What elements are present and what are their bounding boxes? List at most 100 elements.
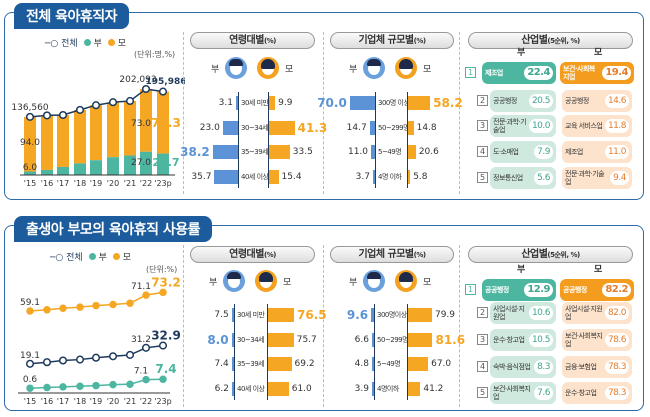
x-tick-label: '17 <box>57 179 69 188</box>
mother-dot-icon <box>107 39 115 46</box>
mother-label: 모 <box>423 65 432 75</box>
mother-bar <box>269 121 295 135</box>
category-label: 5~49명 <box>378 148 402 156</box>
mother-value: 5.8 <box>413 172 428 182</box>
industry-value: 11.8 <box>604 119 629 133</box>
legend-mother-label: 모 <box>122 253 132 263</box>
divider <box>183 32 184 194</box>
father-axis <box>375 92 376 188</box>
legend-mother-label: 모 <box>117 39 127 49</box>
father-bar <box>124 155 136 175</box>
father-dot-icon <box>83 39 91 46</box>
father-industry-card: 보건·사회복지업 7.6 <box>490 382 556 404</box>
industry-header-label: 산업별 <box>521 249 548 260</box>
x-tick-label: '22 <box>140 179 152 188</box>
legend-father: 부 <box>83 36 102 49</box>
series-point <box>43 383 51 392</box>
data-label: 31.2 <box>131 335 151 345</box>
rank-badge: 4 <box>477 146 488 157</box>
rank-badge: 2 <box>477 307 488 318</box>
industry-value: 78.6 <box>604 333 629 347</box>
industry-value: 8.3 <box>534 360 553 374</box>
divider <box>459 245 460 407</box>
industry-value: 20.5 <box>528 94 553 108</box>
father-industry-card: 제조업 22.4 <box>482 62 556 84</box>
industry-name: 공공행정 <box>485 286 509 294</box>
data-label: 73.0 <box>131 119 151 129</box>
industry-name: 전문·과학·기술업 <box>565 170 605 186</box>
father-bar <box>371 145 375 159</box>
data-label: 94.0 <box>20 138 40 148</box>
mother-value: 79.9 <box>434 310 456 320</box>
industry-header: 산업별(5순위, %) <box>468 32 633 49</box>
father-label: 부 <box>349 278 358 288</box>
mother-bar <box>268 308 294 322</box>
legend-total-label: 전체 <box>61 39 78 49</box>
mother-industry-card: 보건·사회복지업 78.6 <box>562 329 632 351</box>
mother-bar <box>74 109 86 164</box>
data-label: 71.1 <box>131 282 151 292</box>
mother-bar <box>408 96 431 110</box>
series-point <box>42 358 52 367</box>
mother-bar <box>268 382 289 396</box>
father-bar <box>372 333 374 347</box>
series-point <box>126 380 134 388</box>
industry-value: 5.6 <box>534 171 553 185</box>
rank-badge: 3 <box>477 334 488 345</box>
age-header: 연령대별(%) <box>190 246 315 263</box>
mother-bar <box>408 308 432 322</box>
industry-value: 19.4 <box>602 66 631 80</box>
father-axis <box>374 304 375 400</box>
series-point <box>159 288 167 297</box>
father-axis <box>234 304 235 400</box>
industry-value: 10.5 <box>528 333 553 347</box>
mother-value: 41.2 <box>423 384 444 394</box>
divider <box>323 245 324 407</box>
industry-name: 숙박·음식점업 <box>493 363 531 371</box>
total-point <box>108 98 118 107</box>
mother-label: 모 <box>423 278 432 288</box>
rank-badge: 1 <box>465 67 476 78</box>
mother-bar <box>268 357 292 371</box>
mother-value: 41.3 <box>297 121 328 135</box>
father-industry-card: 사업시설·지원업 10.6 <box>490 302 556 324</box>
industry-name: 제조업 <box>485 69 503 77</box>
legend-father: 부 <box>88 250 107 263</box>
series-point <box>142 291 150 299</box>
series-point <box>26 384 34 392</box>
bottom-title: 출생아 부모의 육아휴직 사용률 <box>14 216 213 242</box>
mother-value: 81.6 <box>435 333 466 347</box>
series-point <box>109 300 117 309</box>
father-bar <box>371 308 374 322</box>
father-avatar-icon <box>363 270 385 292</box>
category-label: 50~299명 <box>377 336 409 344</box>
legend-mother: 모 <box>112 250 132 263</box>
industry-name: 교육 서비스업 <box>565 122 603 130</box>
category-label: 40세 이상 <box>241 173 269 181</box>
category-label: 50~299명 <box>378 124 410 132</box>
category-label: 40세 이상 <box>237 385 265 393</box>
data-label: 32.9 <box>151 329 181 343</box>
father-value: 6.6 <box>354 335 369 345</box>
mother-bar <box>140 89 152 152</box>
mother-axis <box>407 92 408 188</box>
data-label: 0.6 <box>23 375 38 385</box>
mother-industry-card: 공공행정 14.6 <box>562 90 632 112</box>
divider <box>459 32 460 194</box>
series-point <box>109 380 117 389</box>
industry-name: 보건·사회복지업 <box>493 385 531 401</box>
x-tick-label: '21 <box>124 179 136 188</box>
mother-bar <box>408 333 433 347</box>
father-bar <box>349 96 375 110</box>
series-point <box>92 381 100 390</box>
father-bar <box>235 96 238 110</box>
father-value: 8.0 <box>207 333 229 347</box>
category-label: 4명이하 <box>377 385 399 393</box>
mother-industry-card: 공공행정 82.2 <box>560 279 634 301</box>
mother-value: 75.7 <box>296 335 317 345</box>
mother-value: 33.5 <box>292 147 313 157</box>
mother-bar <box>107 102 119 158</box>
data-label: 136,560 <box>11 103 48 113</box>
category-label: 300명 이상 <box>378 99 410 107</box>
father-label: 부 <box>349 65 358 75</box>
